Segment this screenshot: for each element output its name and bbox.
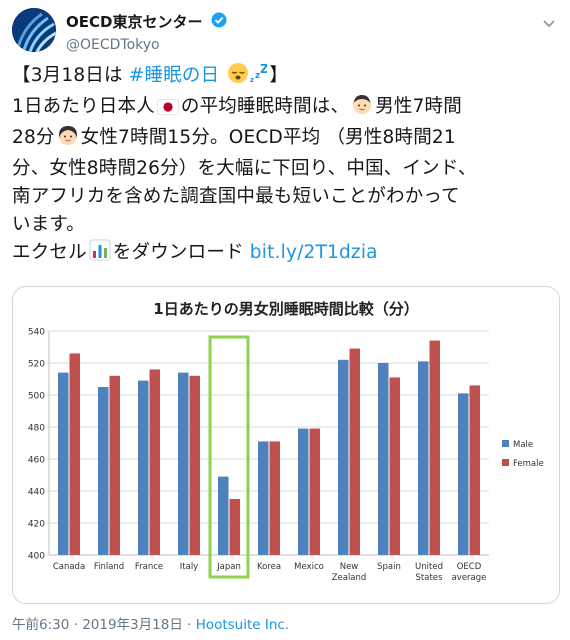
short-link[interactable]: bit.ly/2T1dzia [249,242,378,263]
bar-female [229,499,240,555]
x-tick-label: Japan [216,562,241,572]
woman-face-icon [57,124,79,155]
tweet-header: OECD東京センター @OECDTokyo [12,8,558,53]
bar-male [418,361,429,555]
tweet-footer: 午前6:30 · 2019年3月18日 · Hootsuite Inc. [12,613,289,633]
legend-swatch-male [502,440,509,447]
bar-female [469,385,480,555]
bar-female [189,375,200,555]
svg-text:z: z [250,76,254,84]
bar-female [389,377,400,555]
x-tick-label: average [452,573,487,583]
tweet-line: います。 [12,214,85,235]
y-tick-label: 440 [28,488,45,498]
bar-female [349,348,360,555]
bar-female [429,340,440,555]
bar-female [269,441,280,555]
svg-text:z: z [255,71,260,81]
bar-female [309,428,320,555]
x-tick-label: New [340,562,359,572]
x-tick-label: States [416,573,443,583]
bar-male [178,372,189,555]
bar-chart: 1日あたりの男女別睡眠時間比較（分） 400 420 440 460 480 500 520… [28,300,544,583]
tweet-text-segment: をダウンロード [112,242,250,263]
x-tick-label: Spain [377,562,401,572]
legend-swatch-female [502,459,509,466]
y-tick-label: 420 [28,520,45,530]
bar-male [298,428,309,555]
japan-flag-icon [156,96,179,124]
chart-image-card[interactable]: 1日あたりの男女別睡眠時間比較（分） 400 420 440 460 480 500 520… [12,286,560,604]
tweet-text-segment: エクセル [12,242,87,263]
tweet-text-segment: の平均睡眠時間は、 [180,96,350,117]
avatar[interactable] [12,8,56,52]
oecd-logo [12,8,56,52]
legend-label-male: Male [513,440,533,450]
bar-male [378,363,389,555]
tweet-line: 1日あたり日本人 の平均睡眠時間は、 男性7時間 [12,93,562,124]
svg-text:Z: Z [260,62,267,76]
y-tick-label: 460 [28,456,45,466]
x-tick-label: United [415,562,443,572]
tweet-text: 【3月18日は #睡眠の日 z z Z 】 1日あたり日本人 の平均睡眠時間は、… [12,62,562,270]
bar-male [58,372,69,555]
x-tick-label: Zealand [332,573,367,583]
tweet-line: 【3月18日は #睡眠の日 z z Z 】 [12,62,562,93]
bar-female [149,369,160,555]
bar-male [338,359,349,555]
sleeping-face-icon: z z Z [227,62,269,93]
bar-female [109,375,120,555]
tweet-text-segment: 1日あたり日本人 [12,96,155,117]
bar-male [98,387,109,555]
display-name[interactable]: OECD東京センター [66,13,203,31]
bar-chart-icon [89,239,111,270]
bar-male [458,393,469,555]
x-tick-label: France [135,562,163,572]
y-tick-label: 480 [28,424,45,434]
y-tick-label: 500 [28,392,45,402]
tweet-text-segment: 【3月18日は [12,65,129,86]
y-tick-label: 540 [28,328,45,338]
tweet-line: 分、女性8時間26分）を大幅に下回り、中国、インド、 [12,158,477,179]
x-tick-label: OECD [457,562,482,572]
tweet-text-segment: 男性7時間 [375,96,462,117]
hashtag-link[interactable]: #睡眠の日 [128,65,220,86]
chart-title: 1日あたりの男女別睡眠時間比較（分） [153,300,418,318]
tweet-text-segment: 】 [269,65,289,86]
bar-male [258,441,269,555]
handle[interactable]: @OECDTokyo [66,37,160,53]
man-face-icon [351,93,373,124]
timestamp[interactable]: 午前6:30 · 2019年3月18日 · [12,617,196,633]
x-tick-label: Canada [53,562,85,572]
tweet-line: エクセル をダウンロード bit.ly/2T1dzia [12,239,562,270]
japan-highlight-box [208,335,250,579]
source-link[interactable]: Hootsuite Inc. [195,617,290,633]
x-tick-label: Italy [180,562,198,572]
legend-label-female: Female [513,459,544,469]
y-tick-label: 400 [28,552,45,562]
bar-male [218,476,229,555]
tweet-text-segment: 28分 [12,127,55,148]
tweet-line: 28分 女性7時間15分。OECD平均 （男性8時間21 [12,124,562,155]
x-tick-label: Korea [257,562,281,572]
x-tick-label: Mexico [294,562,324,572]
verified-badge-icon [211,12,227,32]
y-tick-label: 520 [28,360,45,370]
x-tick-label: Finland [94,562,124,572]
tweet-text-segment: 女性7時間15分。OECD平均 （男性8時間21 [80,127,456,148]
tweet-line: 南アフリカを含めた調査国中最も短いことがわかって [12,186,460,207]
chevron-down-icon[interactable] [542,14,556,33]
bar-male [138,380,149,555]
bar-female [69,353,80,555]
